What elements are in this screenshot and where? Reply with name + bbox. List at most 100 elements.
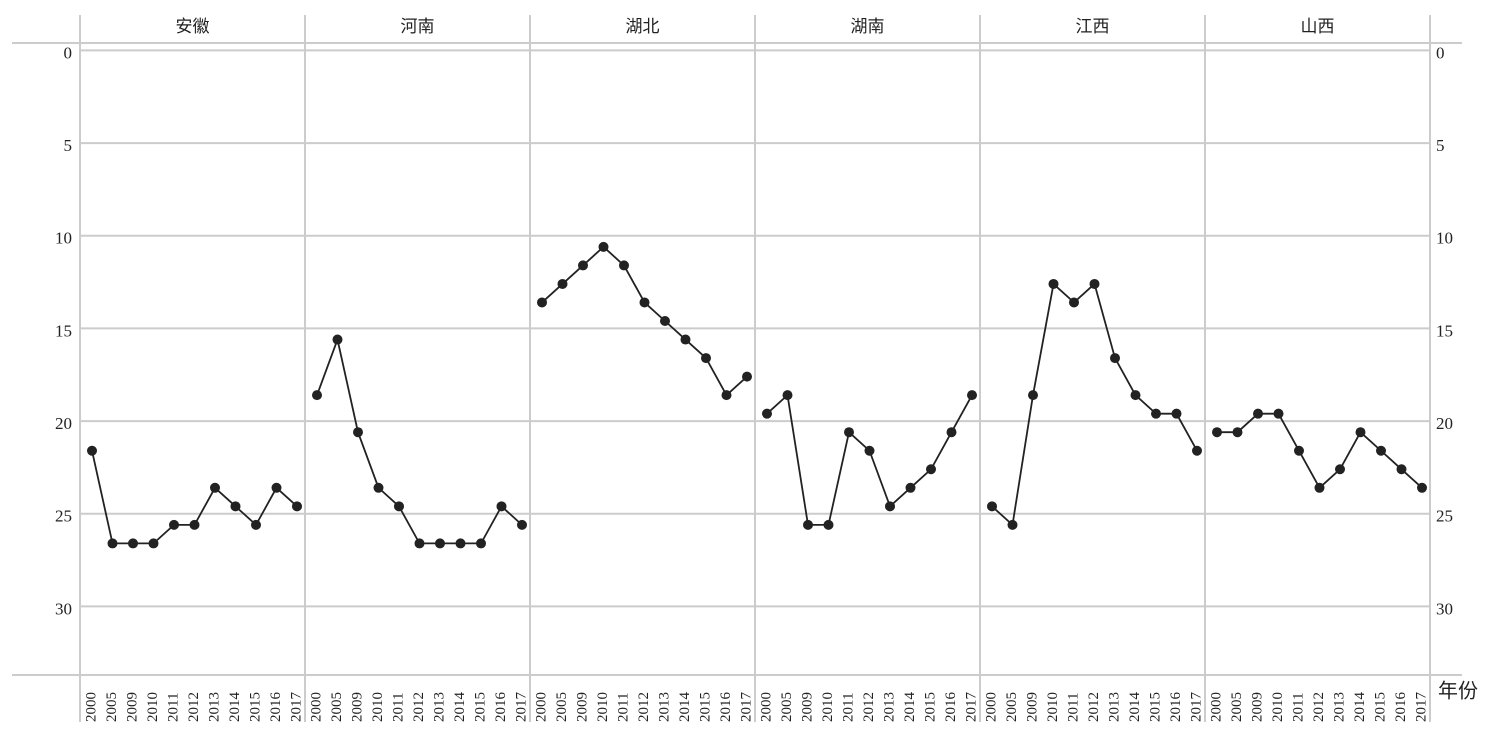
point <box>1028 390 1038 401</box>
x-tick-label: 2011 <box>1290 693 1306 722</box>
point <box>680 334 691 345</box>
point <box>905 482 916 493</box>
point <box>639 297 650 308</box>
point <box>557 278 568 289</box>
x-tick-label: 2016 <box>493 692 509 723</box>
x-tick-label: 2009 <box>124 692 140 722</box>
point <box>476 538 486 549</box>
y-tick-label: 25 <box>55 507 72 526</box>
point <box>1253 408 1263 419</box>
line <box>766 393 973 526</box>
point <box>1171 408 1182 419</box>
x-tick-label: 2011 <box>390 693 406 722</box>
point <box>312 390 322 401</box>
point <box>1007 519 1018 530</box>
x-tick-label: 2013 <box>1106 692 1122 722</box>
x-tick-label: 2013 <box>206 692 222 722</box>
y-tick-label-right: 0 <box>1436 43 1445 62</box>
x-tick-label: 2017 <box>738 692 754 723</box>
point <box>353 427 363 438</box>
point <box>1069 297 1079 308</box>
x-tick-label: 2016 <box>1393 692 1409 723</box>
y-tick-label: 15 <box>55 321 72 340</box>
x-tick-label: 2013 <box>1331 692 1347 722</box>
x-tick-label: 2013 <box>431 692 447 722</box>
x-tick-label: 2017 <box>513 692 529 723</box>
x-tick-label: 2000 <box>758 692 774 722</box>
point <box>946 427 957 438</box>
line <box>541 245 748 397</box>
point <box>1089 278 1100 289</box>
point <box>803 519 813 530</box>
x-tick-label: 2012 <box>1311 692 1327 722</box>
x-tick-label: 2000 <box>533 692 549 722</box>
x-tick-label: 2009 <box>799 692 815 722</box>
point <box>148 538 159 549</box>
panel-title: 安徽 <box>176 17 210 36</box>
x-tick-label: 2014 <box>452 692 468 723</box>
point <box>864 445 875 456</box>
point <box>721 390 732 401</box>
y-tick-label-right: 20 <box>1436 414 1453 433</box>
point <box>885 501 895 512</box>
x-tick-label: 2014 <box>1352 692 1368 723</box>
point <box>210 482 220 493</box>
x-tick-label: 2005 <box>779 692 795 722</box>
x-tick-label: 2005 <box>1004 692 1020 722</box>
x-tick-label: 2012 <box>411 692 427 722</box>
x-tick-label: 2017 <box>1413 692 1429 723</box>
x-tick-label: 2005 <box>554 692 570 722</box>
point <box>1273 408 1284 419</box>
x-tick-label: 2011 <box>165 693 181 722</box>
point <box>619 260 629 271</box>
point <box>1396 464 1407 475</box>
x-tick-label: 2009 <box>1249 692 1265 722</box>
y-tick-label-right: 10 <box>1436 229 1453 248</box>
x-tick-label: 2015 <box>247 692 263 722</box>
x-tick-label: 2016 <box>1168 692 1184 723</box>
point <box>292 501 302 512</box>
panel-title: 山西 <box>1301 17 1335 36</box>
line <box>1217 412 1423 490</box>
point <box>1192 445 1202 456</box>
point <box>435 538 445 549</box>
panel-title: 湖南 <box>851 17 885 36</box>
x-tick-label: 2013 <box>881 692 897 722</box>
x-tick-label: 2015 <box>697 692 713 722</box>
y-tick-label: 0 <box>64 43 73 62</box>
x-tick-label: 2010 <box>145 692 161 722</box>
x-tick-label: 2011 <box>1065 693 1081 722</box>
point <box>1376 445 1386 456</box>
x-tick-label: 2017 <box>963 692 979 723</box>
point <box>107 538 118 549</box>
x-tick-label: 2015 <box>472 692 488 722</box>
x-tick-label: 2000 <box>308 692 324 722</box>
point <box>189 519 200 530</box>
panel-title: 河南 <box>401 17 435 36</box>
x-tick-label: 2016 <box>718 692 734 723</box>
point <box>598 241 609 252</box>
x-tick-label: 2016 <box>268 692 284 723</box>
point <box>782 390 793 401</box>
point <box>926 464 936 475</box>
point <box>169 519 179 530</box>
x-tick-label: 2014 <box>902 692 918 723</box>
y-tick-label: 5 <box>64 136 73 155</box>
x-tick-label: 2012 <box>1086 692 1102 722</box>
x-tick-label: 2017 <box>1188 692 1204 723</box>
point <box>578 260 588 271</box>
point <box>414 538 425 549</box>
point <box>823 519 834 530</box>
point <box>332 334 343 345</box>
point <box>128 538 138 549</box>
x-tick-label: 2014 <box>227 692 243 723</box>
x-tick-label: 2015 <box>922 692 938 722</box>
point <box>967 390 977 401</box>
x-tick-label: 2009 <box>574 692 590 722</box>
x-tick-label: 2012 <box>186 692 202 722</box>
x-tick-label: 2005 <box>104 692 120 722</box>
x-tick-label: 2009 <box>1024 692 1040 722</box>
x-tick-label: 2014 <box>677 692 693 723</box>
panel-title: 湖北 <box>626 17 660 36</box>
